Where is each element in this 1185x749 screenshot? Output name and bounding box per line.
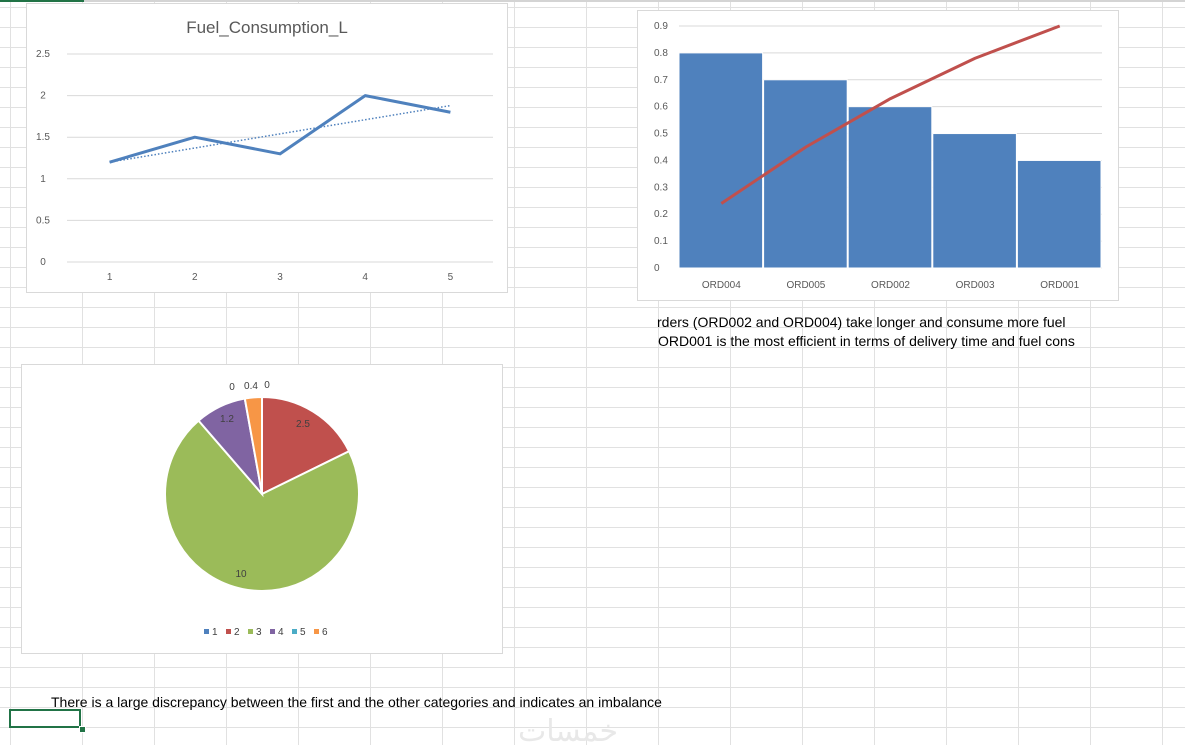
legend-swatch-4	[270, 629, 275, 634]
pie-slice-2	[261, 395, 351, 496]
bar-ord005	[763, 79, 848, 269]
pie-data-label: 0.4	[244, 381, 258, 392]
x-tick-label: 2	[192, 272, 198, 283]
pie-chart-plot: 0 2.5 10 1.2 0 0.4 1 2 3 4 5 6	[164, 380, 360, 638]
column-header-border	[0, 0, 1185, 2]
legend-swatch-3	[248, 629, 253, 634]
legend-swatch-5	[292, 629, 297, 634]
cumulative-line	[720, 24, 1061, 205]
y-tick-label: 0.9	[654, 21, 668, 32]
x-tick-label: ORD001	[1040, 280, 1079, 291]
active-column-indicator	[0, 0, 84, 2]
legend-label-1: 1	[212, 627, 218, 638]
y-tick-label: 0	[654, 263, 660, 274]
pie-data-label: 0	[264, 380, 270, 391]
x-tick-label: ORD005	[786, 280, 825, 291]
y-tick-label: 0.3	[654, 182, 668, 193]
legend-label-5: 5	[300, 627, 306, 638]
legend-label-2: 2	[234, 627, 240, 638]
x-tick-label: 5	[448, 272, 454, 283]
x-tick-label: ORD004	[702, 280, 741, 291]
y-tick-label: 2	[40, 91, 46, 102]
series-line	[109, 94, 451, 164]
pie-data-label: 10	[235, 569, 247, 580]
fill-handle[interactable]	[79, 726, 86, 733]
y-tick-label: 0.6	[654, 102, 668, 113]
legend-label-6: 6	[322, 627, 328, 638]
pareto-chart-plot: 0 0.1 0.2 0.3 0.4 0.5 0.6 0.7 0.8 0.9 ORD004 ORD005…	[654, 21, 1102, 291]
bar-ord004	[678, 52, 764, 269]
y-tick-label: 0.5	[36, 215, 50, 226]
pie-data-label: 1.2	[220, 414, 234, 425]
y-tick-label: 1.5	[36, 132, 50, 143]
y-tick-label: 0.5	[654, 129, 668, 140]
legend-label-4: 4	[278, 627, 284, 638]
pie-slice-3	[164, 419, 360, 592]
x-tick-label: ORD002	[871, 280, 910, 291]
pareto-chart[interactable]: 0 0.1 0.2 0.3 0.4 0.5 0.6 0.7 0.8 0.9 ORD004 ORD005…	[637, 10, 1119, 301]
pie-note[interactable]: There is a large discrepancy between the…	[51, 694, 662, 710]
legend-swatch-2	[226, 629, 231, 634]
y-tick-label: 0.8	[654, 48, 668, 59]
selected-cell[interactable]	[9, 709, 81, 728]
pareto-note-line2[interactable]: ORD001 is the most efficient in terms of…	[658, 333, 1075, 349]
pareto-note-line1[interactable]: rders (ORD002 and ORD004) take longer an…	[657, 314, 1066, 330]
pie-data-label: 2.5	[296, 419, 310, 430]
y-tick-label: 0.1	[654, 236, 668, 247]
x-tick-label: 3	[277, 272, 283, 283]
pie-data-label: 0	[229, 382, 235, 393]
x-tick-label: 1	[107, 272, 113, 283]
x-tick-label: 4	[362, 272, 368, 283]
line-chart[interactable]: Fuel_Consumption_L 0 0.5 1 1.5 2 2.5 1 2 3 4 5	[26, 3, 508, 293]
trendline	[109, 104, 451, 163]
y-tick-label: 2.5	[36, 49, 50, 60]
x-tick-label: ORD003	[956, 280, 995, 291]
legend-swatch-6	[314, 629, 319, 634]
watermark: خمسات	[518, 714, 619, 749]
y-tick-label: 0.7	[654, 75, 668, 86]
pie-slice-6	[243, 395, 263, 495]
y-tick-label: 0.4	[654, 155, 668, 166]
bar-ord003	[932, 133, 1017, 269]
chart-title: Fuel_Consumption_L	[186, 18, 348, 37]
y-tick-label: 0.2	[654, 209, 668, 220]
y-tick-label: 1	[40, 174, 46, 185]
bar-ord001	[1016, 159, 1102, 269]
legend-label-3: 3	[256, 627, 262, 638]
pie-chart[interactable]: 0 2.5 10 1.2 0 0.4 1 2 3 4 5 6	[21, 364, 503, 654]
line-chart-plot: Fuel_Consumption_L 0 0.5 1 1.5 2 2.5 1 2 3 4 5	[36, 18, 493, 283]
bar-ord002	[847, 106, 933, 269]
y-tick-label: 0	[40, 257, 46, 268]
legend-swatch-1	[204, 629, 209, 634]
